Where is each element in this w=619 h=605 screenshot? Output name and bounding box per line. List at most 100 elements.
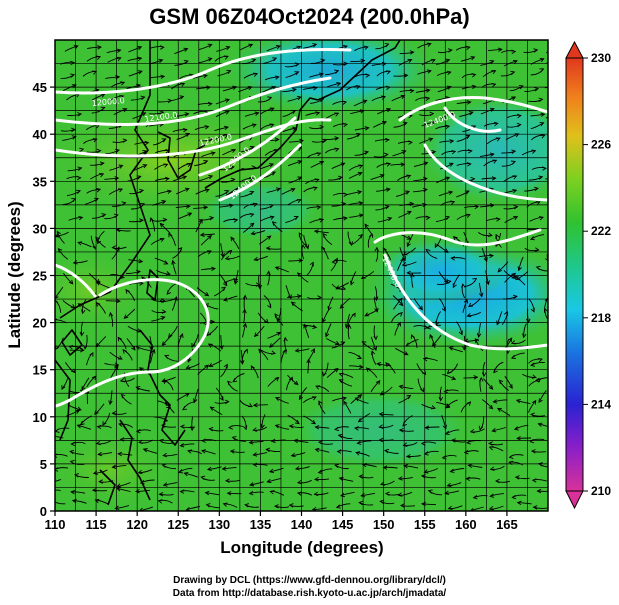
streamline-arrow bbox=[489, 253, 494, 259]
x-tick-label: 135 bbox=[250, 517, 272, 532]
streamline-arrow bbox=[493, 121, 499, 127]
streamline-arrow bbox=[384, 448, 390, 454]
streamline bbox=[417, 70, 431, 75]
streamline-arrow bbox=[426, 42, 432, 47]
streamline-arrow bbox=[515, 398, 521, 404]
streamline-arrow bbox=[538, 398, 543, 404]
streamline-arrow bbox=[335, 504, 341, 509]
streamline-arrow bbox=[511, 96, 517, 101]
streamline bbox=[295, 348, 310, 352]
streamline-arrow bbox=[275, 45, 281, 50]
streamline bbox=[370, 380, 381, 393]
streamline-arrow bbox=[338, 379, 344, 384]
y-axis: 0 5 10 15 20 25 30 35 40 45 bbox=[33, 80, 55, 519]
streamline-arrow bbox=[398, 301, 404, 307]
streamline-arrow bbox=[260, 423, 265, 429]
streamline-arrow bbox=[334, 340, 340, 345]
streamline-arrow bbox=[211, 266, 216, 271]
streamline-arrow bbox=[224, 190, 230, 195]
streamline-arrow bbox=[402, 442, 408, 447]
streamline-arrow bbox=[119, 378, 125, 383]
streamline bbox=[174, 48, 188, 55]
streamline bbox=[105, 76, 120, 79]
streamline-arrow bbox=[451, 376, 457, 381]
streamline-arrow bbox=[322, 318, 327, 324]
streamline-arrow bbox=[375, 380, 381, 385]
streamline-arrow bbox=[532, 505, 538, 510]
map-plot-area: 12000.0 12100.0 12200.0 12300.0 12400.0 … bbox=[55, 40, 559, 511]
streamline-arrow bbox=[497, 407, 502, 413]
streamline-arrow bbox=[149, 217, 154, 222]
streamline-arrow bbox=[292, 87, 297, 93]
streamline bbox=[322, 309, 330, 323]
streamline bbox=[331, 162, 345, 170]
x-tick-label: 155 bbox=[414, 517, 436, 532]
x-tick-label: 115 bbox=[86, 517, 107, 532]
streamline bbox=[349, 214, 364, 218]
streamline-arrow bbox=[488, 404, 494, 410]
streamline bbox=[315, 426, 330, 429]
streamline bbox=[464, 206, 479, 209]
streamline-arrow bbox=[118, 164, 124, 169]
streamline bbox=[399, 90, 414, 93]
streamline-arrow bbox=[179, 95, 185, 100]
streamline-arrow bbox=[489, 466, 495, 471]
streamline-arrow bbox=[96, 148, 102, 154]
streamline-arrow bbox=[265, 447, 271, 453]
streamline-arrow bbox=[556, 411, 559, 415]
streamline-arrow bbox=[267, 96, 273, 101]
streamline-arrow bbox=[472, 495, 478, 500]
streamline-arrow bbox=[159, 45, 165, 50]
streamline bbox=[528, 400, 537, 413]
streamline-arrow bbox=[274, 313, 279, 318]
streamline-arrow bbox=[406, 210, 412, 215]
streamline bbox=[193, 388, 199, 403]
streamline-arrow bbox=[511, 494, 517, 500]
streamline-arrow bbox=[162, 482, 168, 487]
streamline-arrow bbox=[56, 230, 61, 236]
streamline bbox=[126, 271, 141, 275]
streamline-arrow bbox=[116, 483, 122, 488]
streamline-arrow bbox=[487, 232, 493, 237]
streamline bbox=[487, 48, 502, 52]
height-contours bbox=[55, 48, 548, 408]
x-tick-label: 130 bbox=[208, 517, 230, 532]
streamline-arrow bbox=[222, 502, 228, 507]
streamline-arrow bbox=[290, 187, 296, 193]
streamline-arrow bbox=[73, 45, 79, 50]
streamline-arrow bbox=[119, 94, 125, 100]
streamline-arrow bbox=[410, 334, 415, 340]
streamline-arrow bbox=[445, 124, 451, 130]
streamline-arrow bbox=[137, 45, 143, 51]
streamline bbox=[375, 205, 390, 211]
streamline-arrow bbox=[272, 57, 278, 62]
streamline-arrow bbox=[230, 177, 236, 183]
streamline-arrow bbox=[488, 446, 494, 451]
streamline-arrow bbox=[465, 213, 471, 218]
streamline-arrow bbox=[270, 350, 276, 355]
streamline-arrow bbox=[158, 58, 164, 64]
streamline-arrow bbox=[504, 310, 509, 316]
streamline-arrow bbox=[466, 440, 471, 445]
streamline-arrow bbox=[384, 491, 390, 496]
streamline-arrow bbox=[200, 475, 206, 480]
streamline-arrow bbox=[538, 97, 544, 102]
streamline bbox=[481, 399, 493, 410]
colorbar-tick-label: 222 bbox=[591, 224, 611, 238]
streamline-arrow bbox=[249, 190, 255, 195]
streamline-arrow bbox=[492, 399, 498, 404]
streamline bbox=[214, 126, 229, 132]
streamline-arrow bbox=[231, 148, 237, 153]
streamline bbox=[55, 501, 66, 505]
streamline-arrow bbox=[478, 292, 484, 298]
streamline-arrow bbox=[69, 459, 75, 465]
streamline-arrow bbox=[497, 267, 503, 273]
streamline-arrow bbox=[162, 379, 168, 385]
streamline-arrow bbox=[252, 427, 258, 432]
streamline-arrow bbox=[312, 186, 318, 191]
streamline-arrow bbox=[102, 421, 107, 426]
streamline bbox=[545, 50, 548, 54]
streamline-arrow bbox=[403, 73, 409, 78]
x-tick-label: 150 bbox=[373, 517, 395, 532]
streamline-arrow bbox=[318, 440, 323, 445]
